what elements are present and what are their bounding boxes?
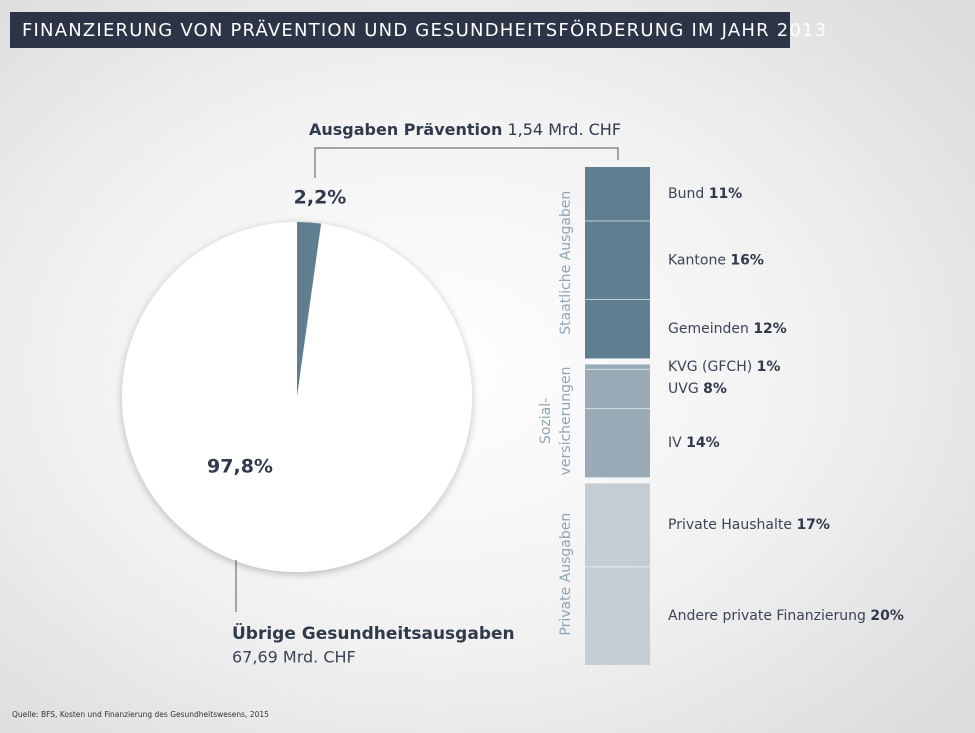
category: Andere private Finanzierung [668, 608, 866, 624]
segment-label: Andere private Finanzierung 20% [668, 608, 904, 624]
bar-segment [585, 483, 650, 567]
amount: 1,54 Mrd. CHF [507, 120, 621, 139]
category: Kantone [668, 252, 726, 268]
pie-chart: 2,2% Ausgaben Prävention 1,54 Mrd. CHF 97,… [121, 120, 621, 667]
value-label: 14% [686, 435, 720, 451]
value-label: 17% [796, 517, 830, 533]
stacked-bar: Bund 11% Kantone 16% Gemeinden 12% Staatlic… [538, 167, 904, 665]
category: Bund [668, 186, 704, 202]
bar-segment [585, 408, 650, 478]
category: IV [668, 435, 682, 451]
value-label: 12% [753, 321, 787, 337]
segment-label: Private Haushalte 17% [668, 517, 830, 533]
segment-label: Gemeinden 12% [668, 321, 787, 337]
category: KVG (GFCH) [668, 359, 752, 375]
segment-label: KVG (GFCH) 1% [668, 359, 780, 375]
segment-label: Bund 11% [668, 186, 742, 202]
category: Übrige Gesundheitsausgaben [232, 622, 515, 644]
category: Ausgaben Prävention [309, 120, 502, 139]
value-label: 11% [709, 186, 743, 202]
segment-label: UVG 8% [668, 381, 727, 397]
value-label: 16% [730, 252, 764, 268]
pie-slice [297, 222, 322, 397]
bar-segment [585, 221, 650, 300]
value-label: 1% [757, 359, 781, 375]
bar-segment [585, 364, 650, 370]
segment-label: Kantone 16% [668, 252, 764, 268]
source: Quelle: BFS, Kosten und Finanzierung des… [12, 710, 269, 719]
group-label: Private Ausgaben [558, 513, 574, 636]
bar-segment [585, 167, 650, 221]
category: Private Haushalte [668, 517, 792, 533]
category: Gemeinden [668, 321, 749, 337]
pie-slices [121, 222, 472, 572]
slice-label: 97,8% [207, 456, 273, 478]
bar-segment [585, 566, 650, 665]
group-label: versicherungen [558, 366, 574, 475]
bar-segment [585, 369, 650, 409]
category: UVG [668, 381, 699, 397]
amount: 67,69 Mrd. CHF [232, 648, 356, 667]
pie-slice [121, 222, 472, 572]
value-label: 8% [703, 381, 727, 397]
title-bar [10, 12, 790, 48]
group-label: Sozial- [538, 398, 554, 444]
prevention-label: Ausgaben Prävention 1,54 Mrd. CHF [309, 120, 621, 139]
value-label: 20% [870, 608, 904, 624]
slice-label: 2,2% [294, 187, 347, 209]
title: FINANZIERUNG VON PRÄVENTION UND GESUNDHE… [22, 19, 827, 41]
group-label: Staatliche Ausgaben [558, 191, 574, 335]
segment-label: IV 14% [668, 435, 720, 451]
bar-segment [585, 299, 650, 359]
bracket [314, 147, 619, 178]
